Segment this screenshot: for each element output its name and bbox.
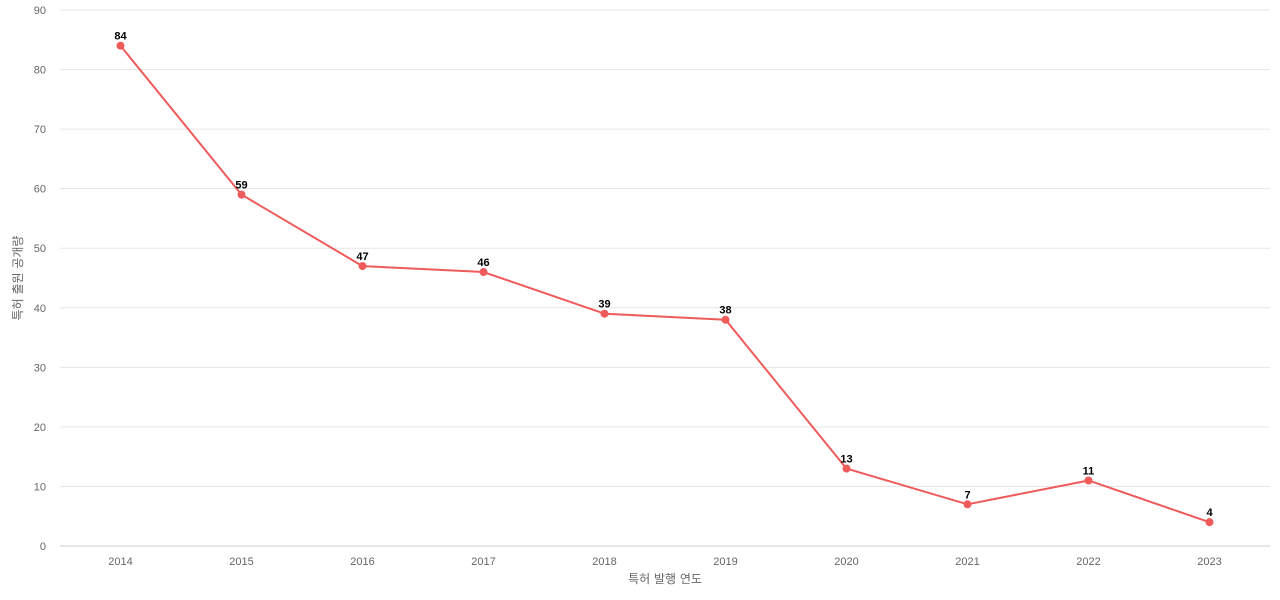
x-tick-label: 2022	[1076, 556, 1100, 568]
data-label: 11	[1083, 465, 1095, 477]
data-point[interactable]	[237, 190, 246, 199]
data-label: 7	[964, 489, 970, 501]
x-tick-label: 2015	[229, 556, 253, 568]
data-point[interactable]	[1205, 518, 1214, 527]
x-tick-label: 2023	[1197, 556, 1221, 568]
data-label: 4	[1206, 507, 1213, 519]
data-point[interactable]	[358, 262, 367, 271]
x-axis-title: 특허 발행 연도	[628, 571, 702, 586]
y-tick-label: 10	[34, 481, 46, 493]
y-tick-label: 50	[34, 243, 46, 255]
data-label: 84	[114, 31, 127, 43]
y-axis-title: 특허 출원 공개량	[11, 236, 25, 321]
y-axis-ticks: 0 10 20 30 40 50 60 70 80 90	[34, 5, 46, 553]
y-tick-label: 90	[34, 5, 46, 17]
y-tick-label: 70	[34, 124, 46, 136]
series-line	[119, 45, 1210, 524]
y-tick-label: 0	[40, 541, 46, 553]
data-point[interactable]	[963, 500, 972, 509]
x-axis-ticks: 2014 2015 2016 2017 2018 2019 2020 2021 2022 2023	[108, 556, 1221, 568]
data-label: 46	[477, 257, 489, 269]
data-point[interactable]	[721, 315, 730, 324]
series-layer	[116, 41, 1214, 527]
data-point[interactable]	[1084, 476, 1093, 485]
x-tick-label: 2017	[471, 556, 495, 568]
x-tick-label: 2014	[108, 556, 132, 568]
data-label: 39	[598, 299, 610, 311]
y-tick-label: 40	[34, 303, 46, 315]
y-tick-label: 30	[34, 362, 46, 374]
gridlines	[60, 9, 1270, 487]
data-label: 38	[719, 305, 731, 317]
x-tick-label: 2018	[592, 556, 616, 568]
data-labels: 84 59 47 46 39 38 13 7 11 4	[114, 31, 1213, 519]
data-point[interactable]	[842, 464, 851, 473]
y-tick-label: 80	[34, 65, 46, 77]
y-tick-label: 20	[34, 422, 46, 434]
y-tick-label: 60	[34, 184, 46, 196]
data-label: 13	[840, 454, 852, 466]
x-tick-label: 2021	[955, 556, 979, 568]
data-point[interactable]	[600, 309, 609, 318]
x-tick-label: 2016	[350, 556, 374, 568]
x-tick-label: 2019	[713, 556, 737, 568]
data-point[interactable]	[479, 268, 488, 277]
data-label: 59	[235, 180, 247, 192]
data-label: 47	[356, 251, 368, 263]
x-tick-label: 2020	[834, 556, 858, 568]
data-point[interactable]	[116, 41, 125, 50]
